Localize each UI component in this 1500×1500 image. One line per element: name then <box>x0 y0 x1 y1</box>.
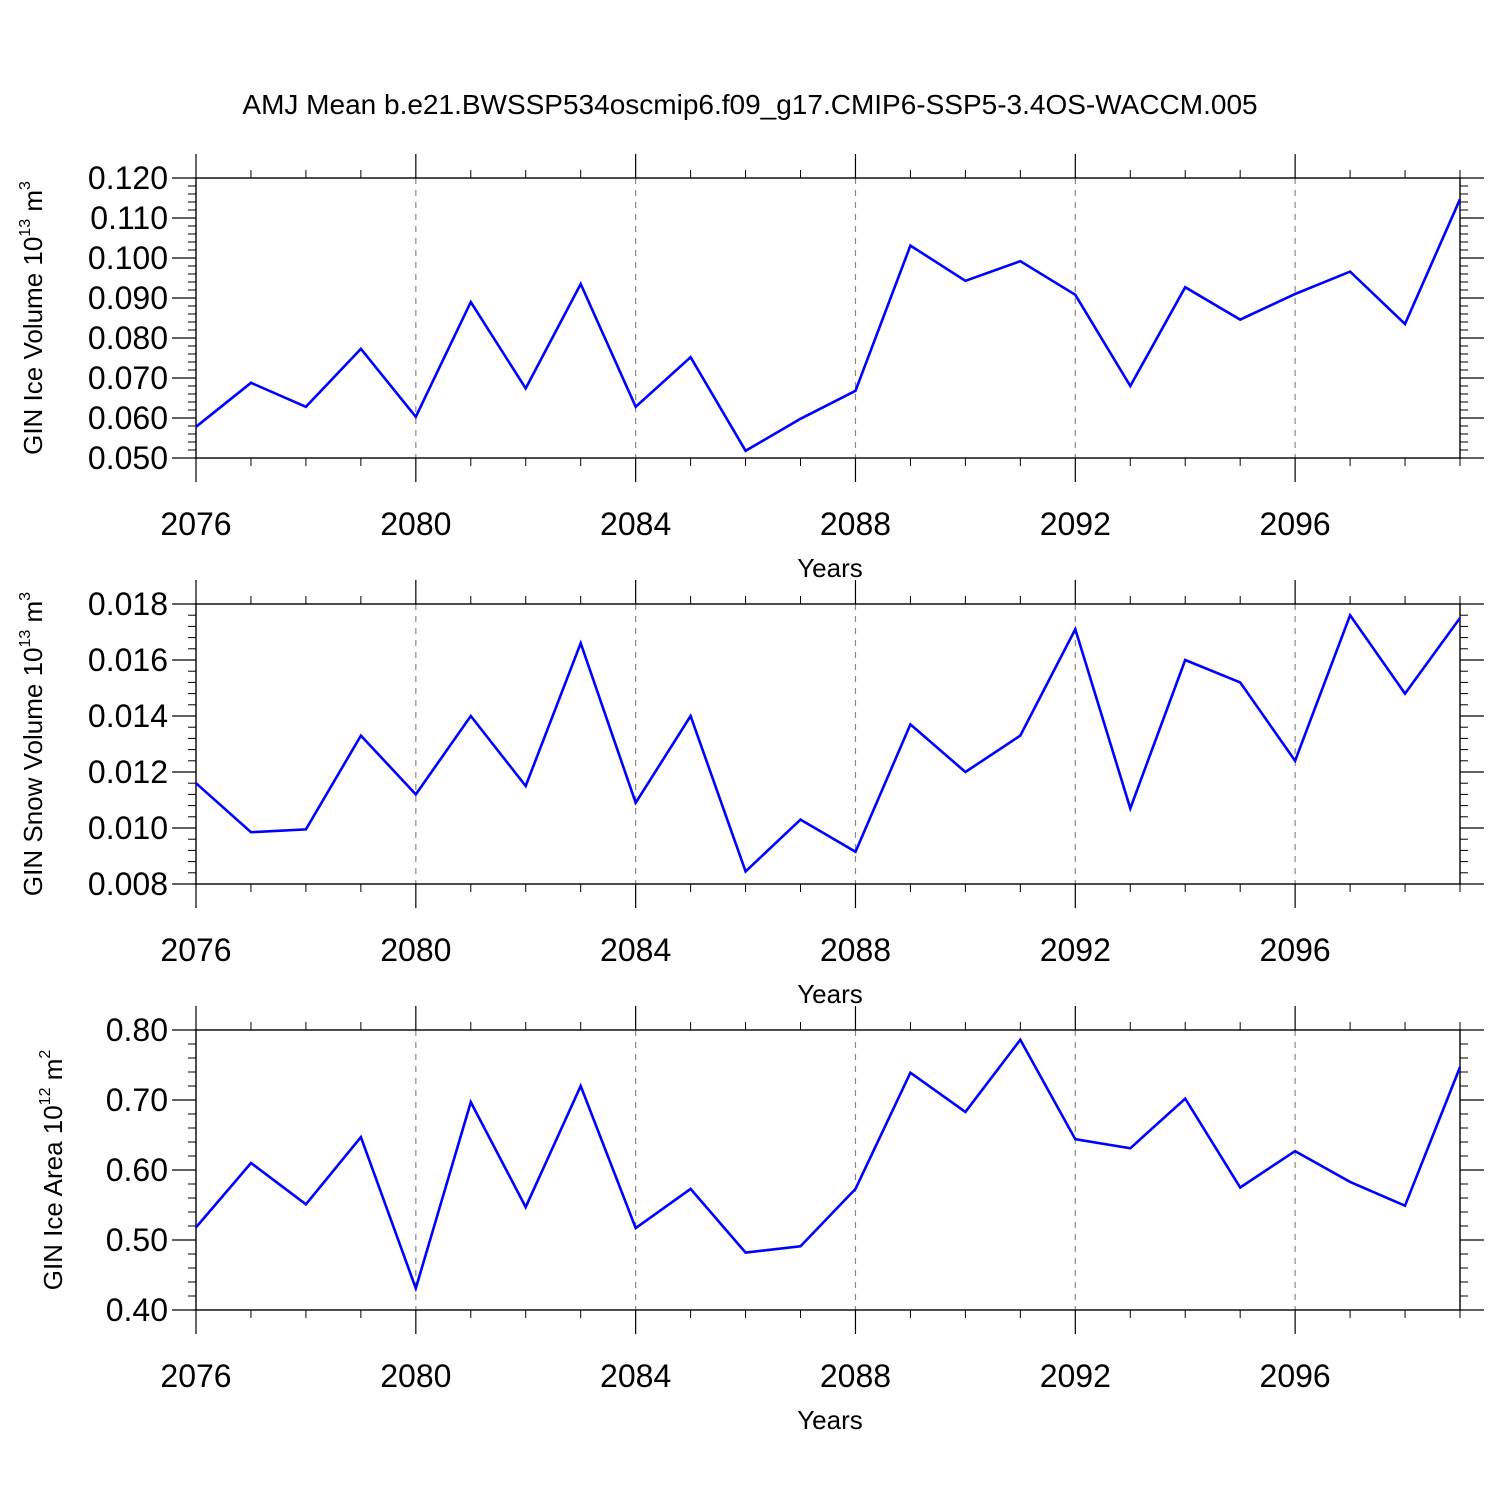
y-tick-label: 0.110 <box>90 200 168 236</box>
x-tick-label: 2076 <box>160 1358 231 1394</box>
x-axis-title: Years <box>797 1405 863 1435</box>
series-line <box>195 612 1462 874</box>
x-tick-label: 2076 <box>160 506 231 542</box>
y-axis-title: GIN Snow Volume 1013 m3 <box>17 592 48 896</box>
plot-frame <box>195 603 1461 885</box>
y-tick-label: 0.100 <box>88 240 168 276</box>
x-tick-label: 2092 <box>1040 1358 1111 1394</box>
y-tick-label: 0.008 <box>88 866 168 902</box>
y-axis-title: GIN Ice Area 1012 m2 <box>37 1050 68 1291</box>
x-tick-label: 2096 <box>1260 1358 1331 1394</box>
y-tick-label: 0.80 <box>106 1012 168 1048</box>
x-tick-label: 2088 <box>820 932 891 968</box>
y-tick-label: 0.50 <box>106 1222 168 1258</box>
x-tick-label: 2088 <box>820 1358 891 1394</box>
plot-frame <box>195 1029 1461 1311</box>
chart-title: AMJ Mean b.e21.BWSSP534oscmip6.f09_g17.C… <box>242 89 1257 120</box>
x-tick-label: 2088 <box>820 506 891 542</box>
y-tick-label: 0.016 <box>88 642 168 678</box>
panel-2: 0.008 0.010 0.012 0.014 0.016 0.018 2076 2080 20… <box>17 580 1484 1009</box>
y-axis-title: GIN Ice Volume 1013 m3 <box>17 181 48 455</box>
y-tick-label: 0.60 <box>106 1152 168 1188</box>
y-tick-label: 0.010 <box>88 810 168 846</box>
y-tick-label: 0.40 <box>106 1292 168 1328</box>
y-tick-label: 0.018 <box>88 586 168 622</box>
x-tick-label: 2080 <box>380 506 451 542</box>
y-tick-label: 0.090 <box>88 280 168 316</box>
y-tick-label: 0.070 <box>88 360 168 396</box>
panel-1: 0.050 0.060 0.070 0.080 0.090 0.100 0.110 0.120… <box>17 154 1484 583</box>
y-tick-label: 0.120 <box>88 160 168 196</box>
y-tick-label: 0.014 <box>88 698 168 734</box>
plot-frame <box>195 177 1461 459</box>
y-tick-label: 0.080 <box>88 320 168 356</box>
x-tick-label: 2092 <box>1040 932 1111 968</box>
series-line <box>195 198 1462 453</box>
y-tick-label: 0.012 <box>88 754 168 790</box>
x-tick-label: 2084 <box>600 506 671 542</box>
series-line <box>195 1037 1462 1293</box>
x-tick-label: 2096 <box>1260 932 1331 968</box>
x-tick-label: 2084 <box>600 1358 671 1394</box>
x-tick-label: 2080 <box>380 1358 451 1394</box>
x-tick-label: 2084 <box>600 932 671 968</box>
x-tick-label: 2096 <box>1260 506 1331 542</box>
x-axis-title: Years <box>797 553 863 583</box>
panel-3: 0.40 0.50 0.60 0.70 0.80 2076 2080 2084 2088 2092… <box>37 1006 1484 1435</box>
y-tick-label: 0.060 <box>88 400 168 436</box>
x-tick-label: 2080 <box>380 932 451 968</box>
x-tick-label: 2092 <box>1040 506 1111 542</box>
x-axis-title: Years <box>797 979 863 1009</box>
y-tick-label: 0.050 <box>88 440 168 476</box>
x-tick-label: 2076 <box>160 932 231 968</box>
y-tick-label: 0.70 <box>106 1082 168 1118</box>
